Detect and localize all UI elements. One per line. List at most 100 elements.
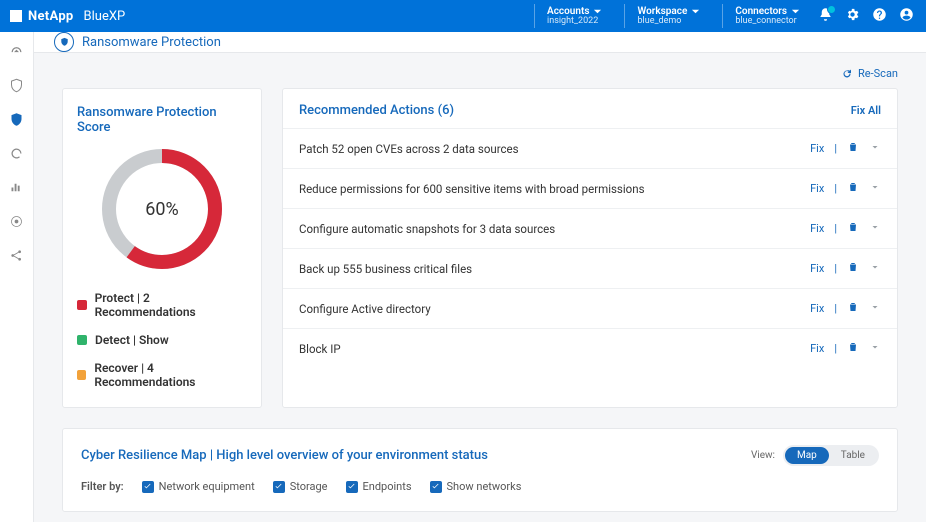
action-row: Configure Active directoryFix|	[283, 288, 897, 328]
checkbox-icon	[273, 481, 285, 493]
score-legend: Protect | 2 Recommendations Detect | Show…	[77, 291, 247, 389]
legend-swatch	[77, 335, 87, 345]
rail-item-ransomware[interactable]	[8, 110, 26, 128]
filter-label-text: Storage	[290, 480, 328, 493]
brand-company: NetApp	[28, 9, 74, 24]
action-row: Back up 555 business critical filesFix|	[283, 248, 897, 288]
workspace-dropdown[interactable]: Workspace blue_demo	[624, 4, 712, 29]
rail-item-services[interactable]	[8, 212, 26, 230]
map-title: Cyber Resilience Map | High level overvi…	[81, 448, 488, 463]
top-icons	[818, 7, 914, 26]
refresh-icon	[841, 68, 853, 80]
expand-button[interactable]	[869, 261, 881, 276]
rescan-button[interactable]: Re-Scan	[841, 67, 898, 80]
action-text: Patch 52 open CVEs across 2 data sources	[299, 142, 800, 156]
page-header: Ransomware Protection	[34, 32, 926, 53]
action-text: Configure Active directory	[299, 302, 800, 316]
filter-checkbox[interactable]: Endpoints	[346, 480, 412, 493]
rail-item-analytics[interactable]	[8, 178, 26, 196]
fix-button[interactable]: Fix	[810, 262, 824, 275]
legend-item[interactable]: Recover | 4 Recommendations	[77, 361, 247, 389]
checkbox-icon	[142, 481, 154, 493]
action-text: Back up 555 business critical files	[299, 262, 800, 276]
action-row: Patch 52 open CVEs across 2 data sources…	[283, 128, 897, 168]
action-row: Reduce permissions for 600 sensitive ite…	[283, 168, 897, 208]
filter-checkbox[interactable]: Network equipment	[142, 480, 255, 493]
action-text: Block IP	[299, 342, 800, 356]
legend-swatch	[77, 370, 86, 380]
user-icon[interactable]	[899, 7, 914, 26]
top-dropdowns: Accounts insight_2022 Workspace blue_dem…	[534, 4, 812, 29]
brand: NetApp BlueXP	[10, 9, 125, 24]
filter-label-text: Endpoints	[363, 480, 412, 493]
action-text: Reduce permissions for 600 sensitive ite…	[299, 182, 800, 196]
filter-checkbox[interactable]: Storage	[273, 480, 328, 493]
legend-item[interactable]: Detect | Show	[77, 333, 247, 347]
fix-button[interactable]: Fix	[810, 182, 824, 195]
dismiss-button[interactable]	[847, 181, 859, 196]
legend-text: Detect | Show	[95, 333, 169, 347]
accounts-dropdown[interactable]: Accounts insight_2022	[534, 4, 614, 29]
brand-product: BlueXP	[84, 9, 126, 24]
fix-button[interactable]: Fix	[810, 302, 824, 315]
expand-button[interactable]	[869, 221, 881, 236]
legend-swatch	[77, 300, 87, 310]
rail-item-dashboard[interactable]	[8, 42, 26, 60]
filter-label: Filter by:	[81, 480, 124, 493]
workspace-value: blue_demo	[637, 17, 700, 27]
gear-icon[interactable]	[845, 7, 860, 26]
chevron-down-icon	[593, 7, 602, 16]
view-label: View:	[751, 450, 775, 461]
top-bar: NetApp BlueXP Accounts insight_2022 Work…	[0, 0, 926, 32]
action-text: Configure automatic snapshots for 3 data…	[299, 222, 800, 236]
recommended-actions-card: Recommended Actions (6) Fix All Patch 52…	[282, 88, 898, 408]
connectors-value: blue_connector	[735, 17, 800, 27]
score-title: Ransomware Protection Score	[77, 105, 247, 135]
expand-button[interactable]	[869, 141, 881, 156]
expand-button[interactable]	[869, 341, 881, 356]
rail-item-share[interactable]	[8, 246, 26, 264]
view-toggle: View: Map Table	[751, 445, 879, 466]
expand-button[interactable]	[869, 301, 881, 316]
view-map-button[interactable]: Map	[785, 447, 829, 464]
connectors-dropdown[interactable]: Connectors blue_connector	[722, 4, 812, 29]
page-title: Ransomware Protection	[82, 35, 221, 50]
fix-button[interactable]: Fix	[810, 222, 824, 235]
action-row: Configure automatic snapshots for 3 data…	[283, 208, 897, 248]
map-filters: Filter by: Network equipment Storage Endpo…	[81, 480, 879, 493]
view-table-button[interactable]: Table	[829, 447, 877, 464]
legend-item[interactable]: Protect | 2 Recommendations	[77, 291, 247, 319]
dismiss-button[interactable]	[847, 141, 859, 156]
page-shield-icon	[54, 32, 74, 52]
fix-button[interactable]: Fix	[810, 142, 824, 155]
rescan-label: Re-Scan	[858, 67, 898, 80]
dismiss-button[interactable]	[847, 221, 859, 236]
fix-all-button[interactable]: Fix All	[851, 104, 881, 117]
filter-label-text: Network equipment	[159, 480, 255, 493]
cyber-resilience-map-card: Cyber Resilience Map | High level overvi…	[62, 428, 898, 512]
expand-button[interactable]	[869, 181, 881, 196]
accounts-value: insight_2022	[547, 17, 602, 27]
dismiss-button[interactable]	[847, 341, 859, 356]
dismiss-button[interactable]	[847, 301, 859, 316]
rail-item-sync[interactable]	[8, 144, 26, 162]
legend-text: Protect | 2 Recommendations	[95, 291, 247, 319]
dismiss-button[interactable]	[847, 261, 859, 276]
filter-checkbox[interactable]: Show networks	[430, 480, 522, 493]
checkbox-icon	[346, 481, 358, 493]
netapp-logo-icon	[10, 10, 22, 22]
rail-item-protection[interactable]	[8, 76, 26, 94]
chevron-down-icon	[691, 7, 700, 16]
checkbox-icon	[430, 481, 442, 493]
score-donut: 60%	[102, 149, 222, 269]
chevron-down-icon	[791, 7, 800, 16]
protection-score-card: Ransomware Protection Score 60% Protect …	[62, 88, 262, 408]
help-icon[interactable]	[872, 7, 887, 26]
actions-title: Recommended Actions (6)	[299, 103, 454, 118]
connectors-label: Connectors	[735, 6, 787, 17]
score-percent: 60%	[102, 149, 222, 269]
workspace-label: Workspace	[637, 6, 687, 17]
notifications-icon[interactable]	[818, 7, 833, 26]
fix-button[interactable]: Fix	[810, 342, 824, 355]
legend-text: Recover | 4 Recommendations	[94, 361, 247, 389]
